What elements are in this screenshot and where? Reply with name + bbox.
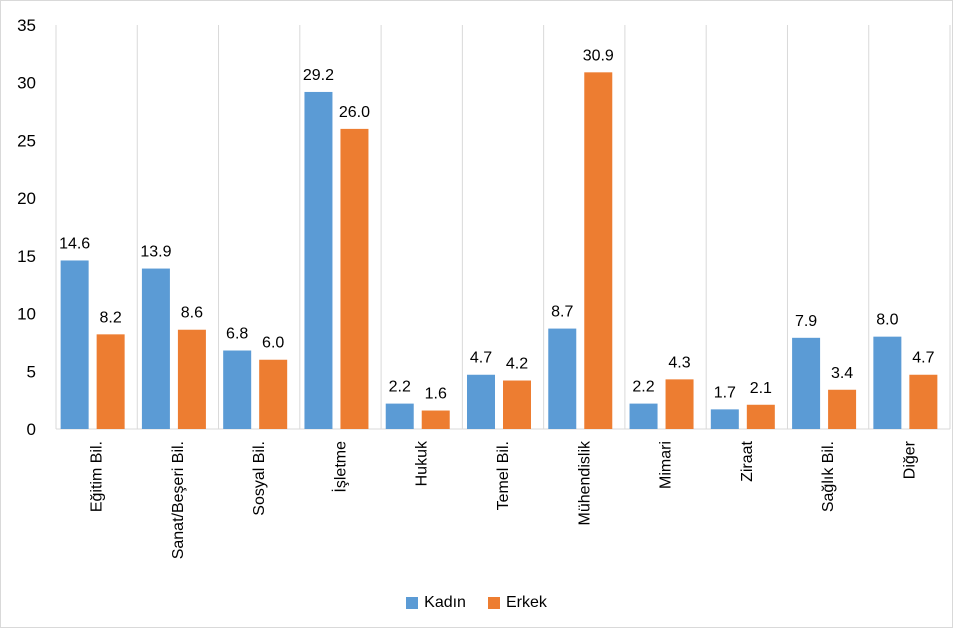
legend: Kadın Erkek <box>0 594 953 612</box>
data-label: 26.0 <box>339 104 370 121</box>
x-category-label: Sağlık Bil. <box>820 441 837 512</box>
x-category-label: Sosyal Bil. <box>251 441 268 516</box>
x-category-label: Eğitim Bil. <box>89 441 106 512</box>
data-label: 8.7 <box>551 304 573 321</box>
x-category-label: Sanat/Beşeri Bil. <box>170 441 187 559</box>
bar-erkek <box>259 359 288 429</box>
data-label: 8.0 <box>876 312 898 329</box>
x-category-label: Diğer <box>901 440 918 479</box>
bar-kadin <box>548 328 577 429</box>
data-label: 4.3 <box>668 354 690 371</box>
data-label: 4.7 <box>912 350 934 367</box>
data-label: 2.2 <box>389 379 411 396</box>
y-tick-label: 15 <box>17 247 36 266</box>
x-category-label: Mühendislik <box>576 440 593 525</box>
x-category-label: Mimari <box>658 441 675 489</box>
data-label: 8.6 <box>181 305 203 322</box>
data-label: 6.8 <box>226 326 248 343</box>
data-label: 1.6 <box>425 386 447 403</box>
y-tick-label: 5 <box>27 362 36 381</box>
x-category-label: İşletme <box>330 441 349 493</box>
data-label: 8.2 <box>100 309 122 326</box>
bar-kadin <box>141 268 170 429</box>
legend-swatch-kadin <box>406 597 419 609</box>
bar-kadin <box>223 350 252 429</box>
bar-chart: 0 5 10 15 20 25 30 35 14.6 13.9 6.8 29.2 2.2 4.7 8.7 2.… <box>17 16 951 559</box>
data-label: 3.4 <box>831 365 853 382</box>
y-tick-label: 30 <box>17 74 36 93</box>
y-tick-label: 0 <box>27 420 36 439</box>
bar-erkek <box>584 72 613 429</box>
bar-erkek <box>665 379 694 429</box>
data-label: 2.1 <box>750 380 772 397</box>
bar-kadin <box>304 91 333 429</box>
bar-erkek <box>909 374 938 429</box>
data-label: 7.9 <box>795 313 817 330</box>
bar-erkek <box>421 410 450 429</box>
data-label: 2.2 <box>632 379 654 396</box>
y-tick-label: 10 <box>17 305 36 324</box>
data-label: 14.6 <box>59 235 90 252</box>
bar-kadin <box>385 403 414 429</box>
bar-erkek <box>503 380 531 429</box>
data-label: 13.9 <box>140 244 171 261</box>
bar-erkek <box>96 334 125 429</box>
bar-erkek <box>746 404 775 429</box>
data-label: 6.0 <box>262 335 284 352</box>
data-label: 4.2 <box>506 356 528 373</box>
bar-kadin <box>873 336 902 429</box>
legend-item-erkek: Erkek <box>487 594 547 612</box>
bar-erkek <box>340 128 369 429</box>
x-category-label: Hukuk <box>414 440 431 486</box>
y-tick-label: 25 <box>17 131 36 150</box>
bar-kadin <box>467 374 495 429</box>
legend-swatch-erkek <box>487 597 500 609</box>
bar-kadin <box>629 403 658 429</box>
data-label: 29.2 <box>303 67 334 84</box>
x-category-label: Ziraat <box>739 440 756 481</box>
bar-kadin <box>710 409 739 429</box>
legend-label-kadin: Kadın <box>424 594 466 611</box>
data-label: 30.9 <box>583 47 614 64</box>
bar-kadin <box>60 260 89 429</box>
bar-erkek <box>177 329 206 429</box>
bar-kadin <box>792 337 821 429</box>
data-label: 1.7 <box>714 384 736 401</box>
legend-label-erkek: Erkek <box>505 594 547 611</box>
data-label: 4.7 <box>470 350 492 367</box>
y-tick-label: 35 <box>17 16 36 35</box>
x-category-label: Temel Bil. <box>495 441 512 510</box>
bar-erkek <box>828 389 857 429</box>
legend-item-kadin: Kadın <box>406 594 466 612</box>
y-tick-label: 20 <box>17 189 36 208</box>
